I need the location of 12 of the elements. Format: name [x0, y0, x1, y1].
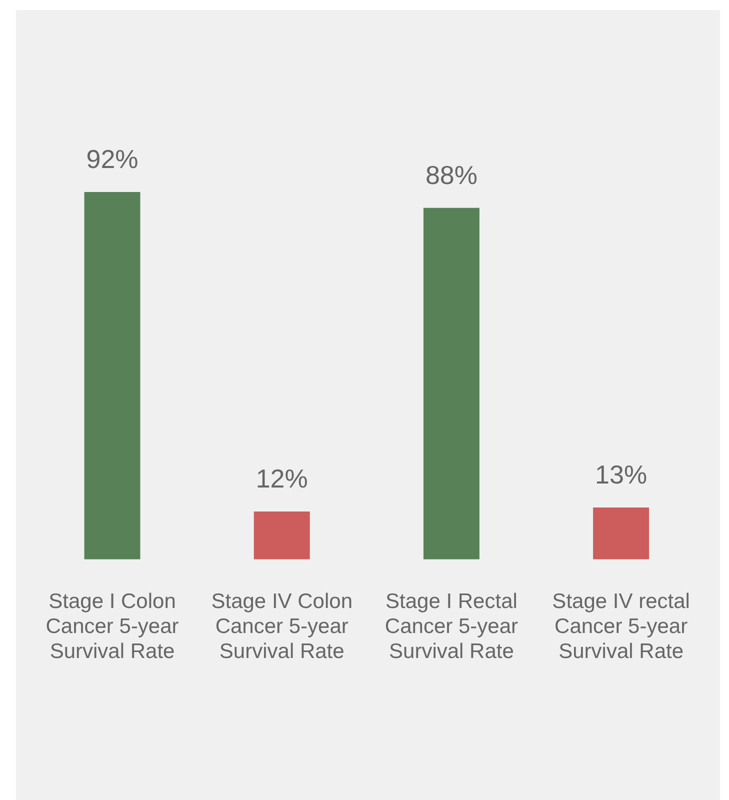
x-tick-label: Stage IV rectal Cancer 5-year Survival Rate: [552, 590, 690, 664]
x-tick-label: Stage I Rectal Cancer 5-year Survival Rate: [384, 590, 518, 664]
bar: [593, 507, 650, 560]
bar: [84, 192, 140, 560]
data-label: 92%: [86, 144, 138, 174]
x-tick-label: Stage IV Colon Cancer 5-year Survival Rate: [211, 590, 352, 664]
data-label: 13%: [595, 460, 648, 490]
bar: [423, 208, 480, 560]
data-label: 12%: [256, 464, 308, 494]
bar: [254, 511, 310, 560]
x-tick-label: Stage I Colon Cancer 5-year Survival Rate: [46, 590, 179, 664]
data-label: 88%: [425, 160, 478, 190]
